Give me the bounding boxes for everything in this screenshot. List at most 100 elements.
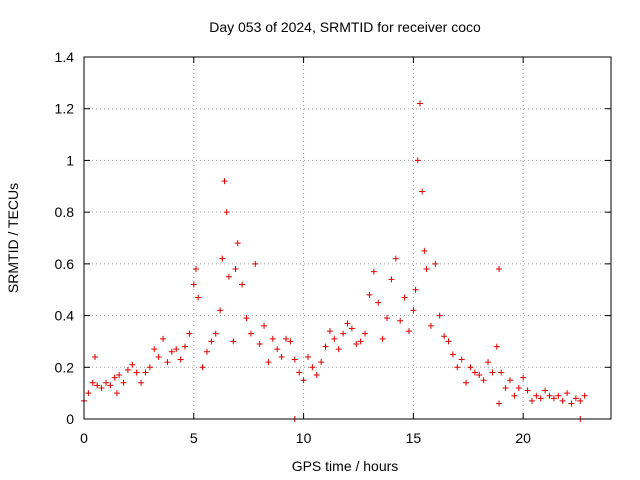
data-point xyxy=(133,369,140,376)
data-point xyxy=(524,387,531,394)
data-point xyxy=(436,312,443,319)
data-point xyxy=(414,157,421,164)
data-point xyxy=(221,178,228,185)
data-points xyxy=(81,100,588,422)
data-point xyxy=(195,294,202,301)
x-tick-label: 10 xyxy=(296,430,312,446)
data-point xyxy=(326,328,333,335)
data-point xyxy=(467,364,474,371)
x-tick-label: 5 xyxy=(190,430,198,446)
data-point xyxy=(370,268,377,275)
data-point xyxy=(353,341,360,348)
data-point xyxy=(89,379,96,386)
data-point xyxy=(412,286,419,293)
data-point xyxy=(542,387,549,394)
data-point xyxy=(366,291,373,298)
data-point xyxy=(498,369,505,376)
data-point xyxy=(511,392,518,399)
data-point xyxy=(423,266,430,273)
x-tick-label: 15 xyxy=(406,430,422,446)
data-point xyxy=(520,374,527,381)
chart-title: Day 053 of 2024, SRMTID for receiver coc… xyxy=(209,19,481,35)
data-point xyxy=(116,372,123,379)
data-point xyxy=(173,346,180,353)
y-tick-label: 0.2 xyxy=(55,359,75,375)
data-point xyxy=(568,400,575,407)
data-point xyxy=(304,353,311,360)
plot-frame xyxy=(83,56,612,420)
data-point xyxy=(98,384,105,391)
data-point xyxy=(384,315,391,322)
data-point xyxy=(480,377,487,384)
data-point xyxy=(506,377,513,384)
data-point xyxy=(550,395,557,402)
data-point xyxy=(291,356,298,363)
data-point xyxy=(186,330,193,337)
data-point xyxy=(375,299,382,306)
y-tick-label: 0.6 xyxy=(55,256,75,272)
data-point xyxy=(219,255,226,262)
data-point xyxy=(489,369,496,376)
data-point xyxy=(419,188,426,195)
data-point xyxy=(401,294,408,301)
data-point xyxy=(392,255,399,262)
data-point xyxy=(458,356,465,363)
data-point xyxy=(113,390,120,397)
y-tick-label: 0.8 xyxy=(55,204,75,220)
data-point xyxy=(421,247,428,254)
data-point xyxy=(416,100,423,107)
data-point xyxy=(160,335,167,342)
data-point xyxy=(496,400,503,407)
y-tick-label: 0.4 xyxy=(55,308,75,324)
data-point xyxy=(177,356,184,363)
data-point xyxy=(485,359,492,366)
data-point xyxy=(261,322,268,329)
data-point xyxy=(203,348,210,355)
data-point xyxy=(379,335,386,342)
data-point xyxy=(528,397,535,404)
data-point xyxy=(239,281,246,288)
x-tick-label: 20 xyxy=(515,430,531,446)
data-point xyxy=(348,325,355,332)
data-point xyxy=(427,322,434,329)
data-point xyxy=(537,395,544,402)
data-point xyxy=(493,343,500,350)
data-point xyxy=(256,341,263,348)
data-point xyxy=(124,366,131,373)
data-point xyxy=(190,281,197,288)
data-point xyxy=(217,307,224,314)
data-point xyxy=(146,364,153,371)
data-point xyxy=(471,369,478,376)
data-point xyxy=(192,266,199,273)
data-point xyxy=(142,369,149,376)
data-point xyxy=(502,384,509,391)
data-point xyxy=(274,346,281,353)
data-point xyxy=(265,359,272,366)
data-point xyxy=(283,335,290,342)
data-point xyxy=(344,320,351,327)
data-point xyxy=(234,240,241,247)
x-tick-label: 0 xyxy=(80,430,88,446)
data-point xyxy=(559,397,566,404)
data-point xyxy=(432,260,439,267)
data-point xyxy=(410,307,417,314)
data-point xyxy=(94,382,101,389)
data-point xyxy=(287,338,294,345)
data-point xyxy=(85,390,92,397)
y-tick-label: 1 xyxy=(66,152,74,168)
data-point xyxy=(120,379,127,386)
x-axis-label: GPS time / hours xyxy=(292,458,399,474)
data-point xyxy=(155,353,162,360)
data-point xyxy=(138,379,145,386)
data-point xyxy=(230,338,237,345)
data-point xyxy=(445,338,452,345)
data-point xyxy=(322,343,329,350)
data-point xyxy=(313,372,320,379)
data-point xyxy=(223,209,230,216)
data-point xyxy=(581,392,588,399)
grid-lines xyxy=(84,57,611,419)
data-point xyxy=(577,397,584,404)
data-point xyxy=(309,364,316,371)
data-point xyxy=(164,359,171,366)
